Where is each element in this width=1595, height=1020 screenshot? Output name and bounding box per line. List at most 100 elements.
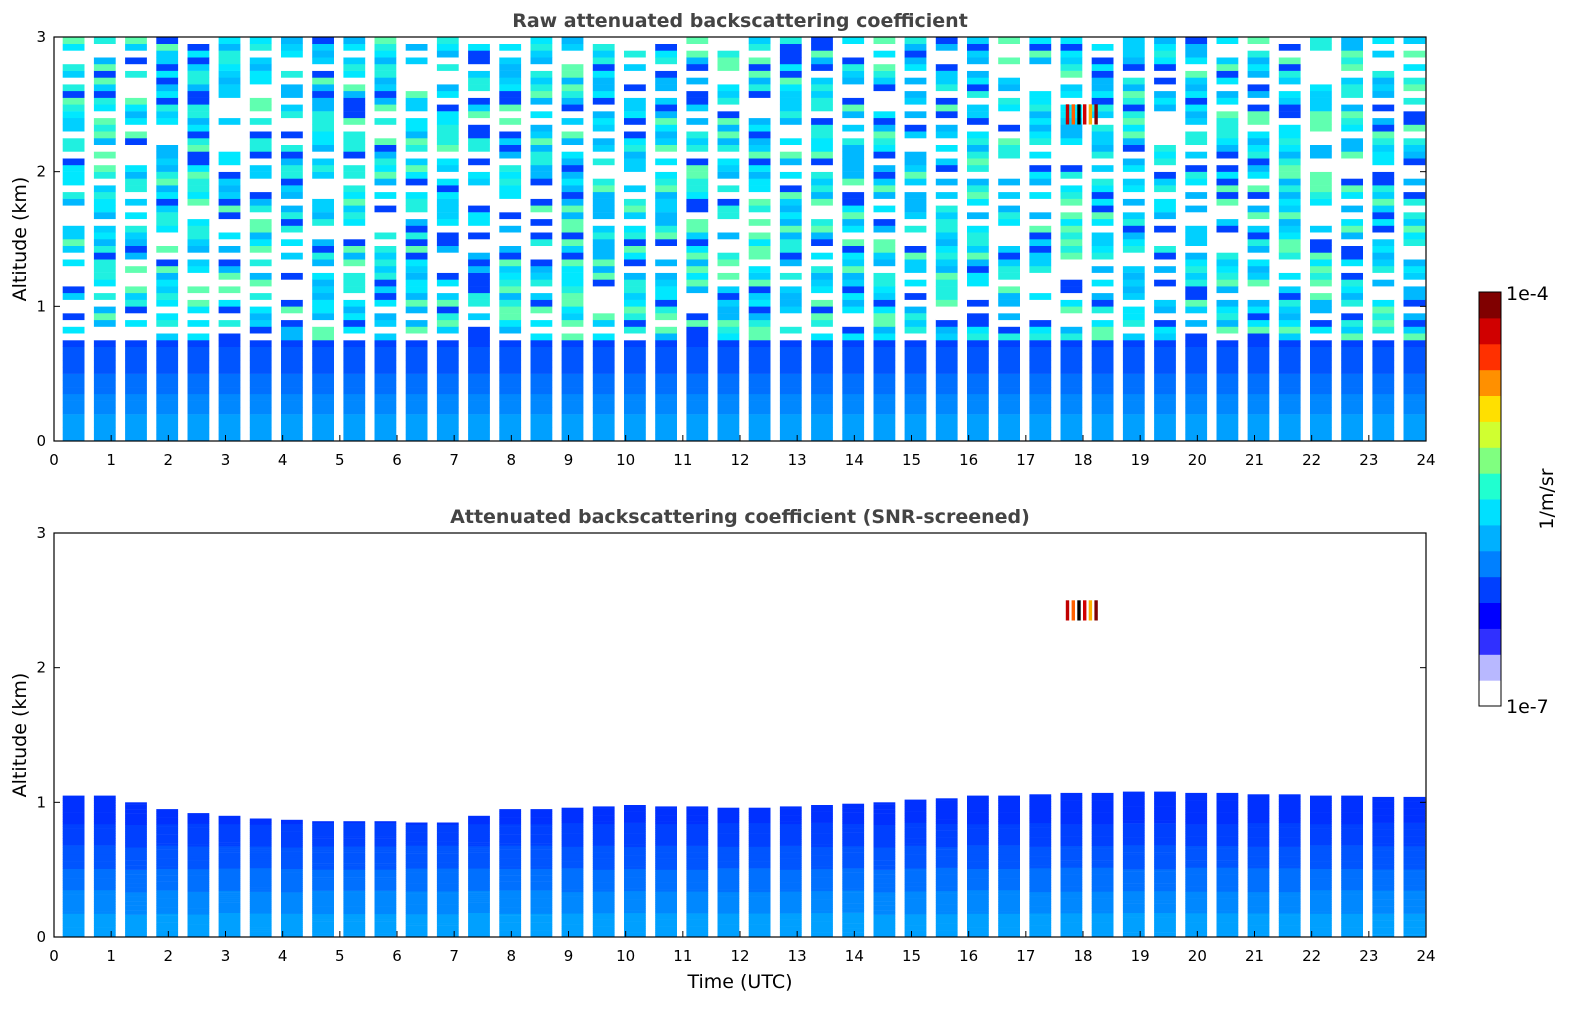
heatmap-cell bbox=[1247, 326, 1270, 334]
heatmap-cell bbox=[1029, 908, 1052, 912]
heatmap-cell bbox=[1091, 848, 1114, 851]
heatmap-cell bbox=[998, 842, 1020, 846]
heatmap-cell bbox=[281, 326, 303, 334]
heatmap-cell bbox=[655, 895, 677, 899]
heatmap-cell bbox=[1185, 932, 1208, 935]
heatmap-cell bbox=[998, 306, 1020, 314]
heatmap-cell bbox=[1154, 823, 1176, 826]
heatmap-cell bbox=[93, 911, 116, 914]
heatmap-cell bbox=[1216, 158, 1239, 166]
heatmap-cell bbox=[156, 915, 179, 919]
heatmap-cell bbox=[935, 37, 958, 44]
heatmap-cell bbox=[748, 77, 771, 85]
profile-block bbox=[281, 37, 303, 442]
heatmap-cell bbox=[904, 934, 927, 938]
heatmap-cell bbox=[1060, 151, 1083, 159]
heatmap-cell bbox=[1154, 299, 1176, 307]
heatmap-cell bbox=[499, 70, 522, 78]
heatmap-cell bbox=[218, 850, 241, 853]
heatmap-cell bbox=[436, 353, 459, 361]
heatmap-cell bbox=[62, 70, 85, 78]
heatmap-cell bbox=[436, 891, 459, 894]
heatmap-cell bbox=[1310, 77, 1332, 85]
heatmap-cell bbox=[499, 171, 522, 179]
heatmap-cell bbox=[624, 835, 646, 839]
heatmap-cell bbox=[561, 835, 584, 839]
heatmap-cell bbox=[811, 877, 833, 881]
heatmap-cell bbox=[499, 360, 522, 368]
heatmap-cell bbox=[312, 380, 334, 388]
heatmap-cell bbox=[249, 286, 272, 294]
heatmap-cell bbox=[530, 875, 553, 878]
heatmap-cell bbox=[62, 232, 85, 240]
heatmap-cell bbox=[1060, 218, 1083, 226]
heatmap-cell bbox=[1091, 292, 1114, 300]
heatmap-cell bbox=[374, 37, 397, 44]
heatmap-cell bbox=[686, 913, 709, 916]
heatmap-cell bbox=[530, 43, 553, 51]
heatmap-cell bbox=[374, 857, 397, 861]
heatmap-cell bbox=[530, 847, 553, 850]
heatmap-cell bbox=[779, 97, 802, 105]
heatmap-cell bbox=[125, 380, 147, 388]
heatmap-cell bbox=[405, 420, 428, 428]
heatmap-cell bbox=[312, 340, 334, 347]
heatmap-cell bbox=[811, 104, 833, 112]
heatmap-cell bbox=[1091, 869, 1114, 873]
heatmap-cell bbox=[592, 43, 615, 51]
heatmap-cell bbox=[1122, 393, 1145, 401]
heatmap-cell bbox=[374, 844, 397, 847]
heatmap-cell bbox=[1060, 927, 1083, 931]
heatmap-cell bbox=[967, 340, 989, 347]
heatmap-cell bbox=[811, 117, 833, 125]
heatmap-cell bbox=[1310, 97, 1332, 105]
heatmap-cell bbox=[530, 836, 553, 840]
heatmap-cell bbox=[592, 839, 615, 842]
heatmap-cell bbox=[779, 185, 802, 193]
heatmap-cell bbox=[312, 171, 334, 179]
heatmap-cell bbox=[904, 205, 927, 213]
heatmap-cell bbox=[967, 84, 989, 92]
heatmap-cell bbox=[686, 900, 709, 903]
heatmap-cell bbox=[187, 926, 210, 930]
heatmap-cell bbox=[561, 870, 584, 873]
heatmap-cell bbox=[1372, 366, 1395, 374]
heatmap-cell bbox=[1091, 63, 1114, 71]
heatmap-cell bbox=[405, 923, 428, 926]
heatmap-cell bbox=[592, 178, 615, 186]
heatmap-cell bbox=[1122, 844, 1145, 848]
heatmap-cell bbox=[1372, 420, 1395, 428]
profile-block bbox=[655, 806, 677, 938]
heatmap-cell bbox=[499, 898, 522, 901]
heatmap-cell bbox=[1372, 259, 1395, 267]
heatmap-cell bbox=[93, 178, 116, 186]
heatmap-cell bbox=[811, 857, 833, 861]
heatmap-cell bbox=[218, 904, 241, 907]
heatmap-cell bbox=[1247, 117, 1270, 125]
profile-block bbox=[405, 37, 428, 442]
heatmap-cell bbox=[436, 84, 459, 92]
heatmap-cell bbox=[811, 816, 833, 819]
heatmap-cell bbox=[811, 846, 833, 850]
heatmap-cell bbox=[343, 50, 366, 58]
heatmap-cell bbox=[873, 346, 896, 354]
heatmap-cell bbox=[1122, 117, 1145, 125]
heatmap-cell bbox=[218, 151, 241, 159]
heatmap-cell bbox=[561, 857, 584, 860]
heatmap-cell bbox=[1060, 857, 1083, 861]
heatmap-cell bbox=[1154, 393, 1176, 401]
heatmap-cell bbox=[374, 225, 397, 233]
heatmap-cell bbox=[312, 908, 334, 911]
heatmap-cell bbox=[748, 178, 771, 186]
heatmap-cell bbox=[811, 864, 833, 867]
heatmap-cell bbox=[998, 866, 1020, 869]
heatmap-cell bbox=[779, 232, 802, 240]
heatmap-cell bbox=[281, 306, 303, 314]
heatmap-cell bbox=[436, 111, 459, 119]
heatmap-cell bbox=[218, 414, 241, 422]
heatmap-cell bbox=[624, 326, 646, 334]
heatmap-cell bbox=[655, 817, 677, 820]
heatmap-cell bbox=[1310, 232, 1332, 240]
heatmap-cell bbox=[436, 927, 459, 930]
heatmap-cell bbox=[1185, 225, 1208, 233]
